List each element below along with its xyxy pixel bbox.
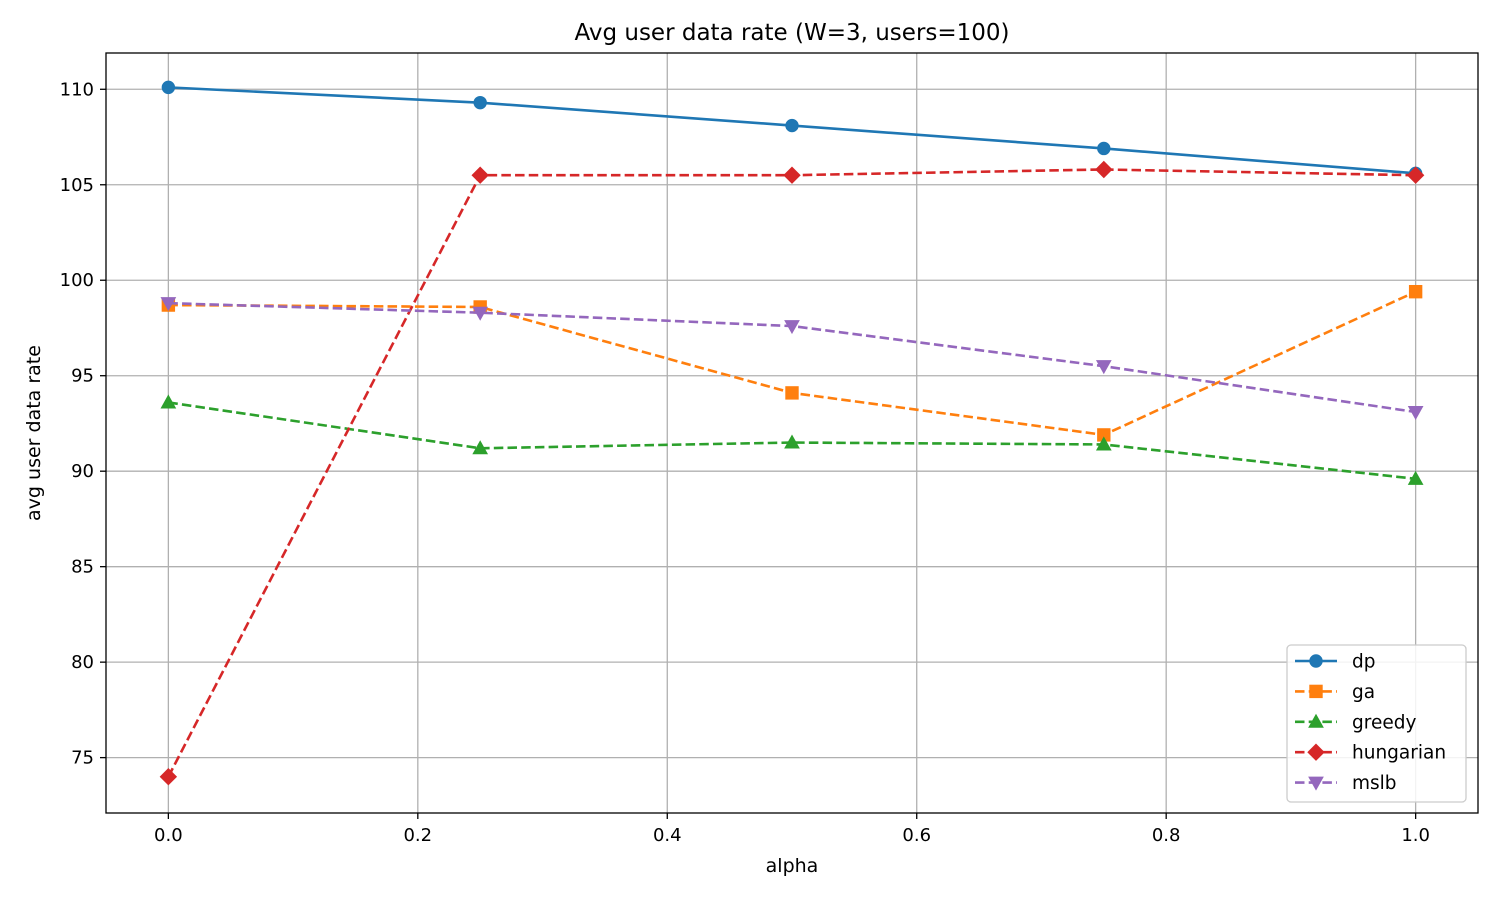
- y-tick-label: 110: [60, 79, 94, 100]
- series-mslb: [160, 297, 1424, 421]
- legend-label: ga: [1352, 682, 1375, 703]
- y-tick-label: 85: [71, 557, 94, 578]
- legend-item-dp: dp: [1295, 652, 1376, 673]
- data-point-greedy: [1095, 436, 1112, 451]
- series-greedy: [160, 394, 1424, 485]
- x-tick-label: 0.2: [403, 825, 432, 846]
- legend-label: hungarian: [1352, 743, 1446, 764]
- legend-item-greedy: greedy: [1295, 712, 1416, 733]
- x-tick-label: 0.4: [653, 825, 682, 846]
- legend-label: greedy: [1352, 712, 1416, 733]
- data-point-mslb: [160, 297, 177, 312]
- data-point-dp: [785, 118, 799, 133]
- legend: dp ga greedy hungarian mslb: [1286, 644, 1467, 803]
- legend-marker: [1309, 654, 1323, 668]
- data-point-dp: [473, 95, 487, 110]
- x-tick-label: 0.8: [1152, 825, 1181, 846]
- chart-title: Avg user data rate (W=3, users=100): [574, 20, 1009, 46]
- legend-label: dp: [1352, 652, 1376, 673]
- series-line-hungarian: [167, 168, 1416, 778]
- data-point-greedy: [472, 440, 489, 455]
- series-line-greedy: [168, 401, 1416, 481]
- data-point-greedy: [1407, 470, 1424, 485]
- plot-area-frame: [105, 52, 1479, 814]
- y-tick-label: 80: [71, 652, 94, 673]
- legend-item-mslb: mslb: [1295, 773, 1397, 794]
- data-point-hungarian: [471, 166, 489, 184]
- series-line-ga: [168, 290, 1417, 437]
- data-point-hungarian: [1095, 160, 1113, 179]
- series-hungarian: [159, 160, 1425, 786]
- x-tick-label: 1.0: [1401, 825, 1430, 846]
- data-series: [159, 80, 1425, 786]
- x-axis-ticks: 0.0 0.2 0.4 0.6 0.8 1.0: [154, 813, 1430, 846]
- y-axis-ticks: 75 80 85 90 95 100 105 110: [60, 79, 106, 769]
- y-tick-label: 95: [71, 366, 94, 387]
- legend-label: mslb: [1352, 773, 1397, 794]
- data-point-mslb: [1407, 405, 1424, 421]
- data-point-hungarian: [159, 768, 178, 786]
- data-point-ga: [785, 386, 799, 400]
- x-tick-label: 0.6: [902, 825, 931, 846]
- legend-item-hungarian: hungarian: [1295, 743, 1446, 764]
- y-tick-label: 105: [60, 175, 94, 196]
- data-point-dp: [161, 80, 176, 95]
- data-point-dp: [1097, 141, 1111, 156]
- legend-item-ga: ga: [1295, 682, 1375, 703]
- data-point-mslb: [1095, 360, 1112, 375]
- legend-marker: [1308, 713, 1324, 728]
- legend-marker: [1307, 743, 1325, 761]
- data-point-hungarian: [1406, 166, 1425, 184]
- x-tick-label: 0.0: [154, 825, 183, 846]
- y-tick-label: 75: [71, 748, 94, 769]
- y-tick-label: 100: [60, 270, 94, 291]
- legend-box: [1286, 644, 1467, 803]
- data-point-mslb: [472, 306, 489, 321]
- data-point-greedy: [160, 394, 177, 409]
- legend-marker: [1309, 684, 1323, 699]
- y-tick-label: 90: [71, 461, 94, 482]
- data-point-hungarian: [783, 166, 801, 184]
- data-point-mslb: [784, 320, 800, 335]
- y-axis-label: avg user data rate: [23, 345, 45, 521]
- data-point-ga: [1408, 284, 1423, 299]
- legend-marker: [1308, 776, 1324, 791]
- x-axis-label: alpha: [766, 855, 819, 877]
- data-point-greedy: [784, 434, 800, 449]
- series-dp: [161, 80, 1423, 181]
